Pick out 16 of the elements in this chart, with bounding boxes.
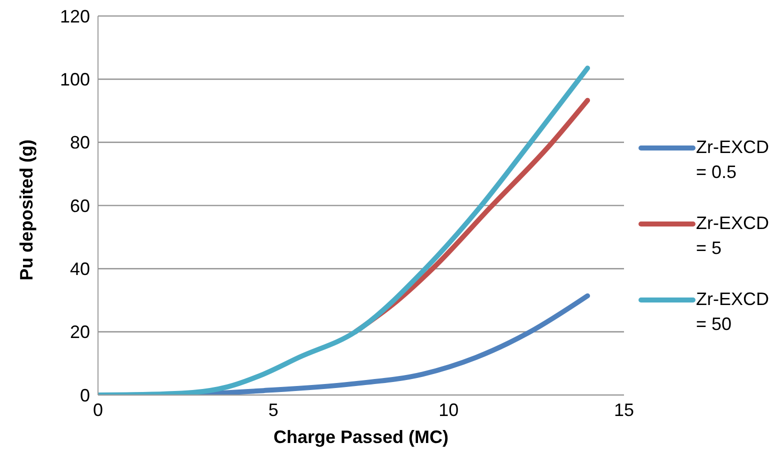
legend-label: Zr-EXCD = 5 (696, 212, 770, 260)
y-tick-label: 40 (70, 259, 90, 280)
y-tick-label: 0 (80, 385, 90, 406)
x-axis-title: Charge Passed (MC) (273, 427, 449, 447)
x-tick-label: 5 (268, 400, 278, 420)
y-tick-label: 120 (60, 6, 90, 26)
legend-label: Zr-EXCD = 50 (696, 288, 770, 336)
y-tick-label: 80 (70, 132, 90, 153)
y-tick-label: 100 (60, 70, 90, 90)
x-tick-label: 10 (438, 400, 459, 420)
y-tick-label: 60 (70, 196, 90, 216)
y-axis-title: Pu deposited (g) (16, 140, 36, 280)
x-tick-label: 0 (92, 400, 104, 420)
x-tick-label: 15 (614, 400, 634, 420)
legend-label: Zr-EXCD = 0.5 (696, 136, 770, 184)
y-tick-label: 20 (70, 322, 90, 342)
